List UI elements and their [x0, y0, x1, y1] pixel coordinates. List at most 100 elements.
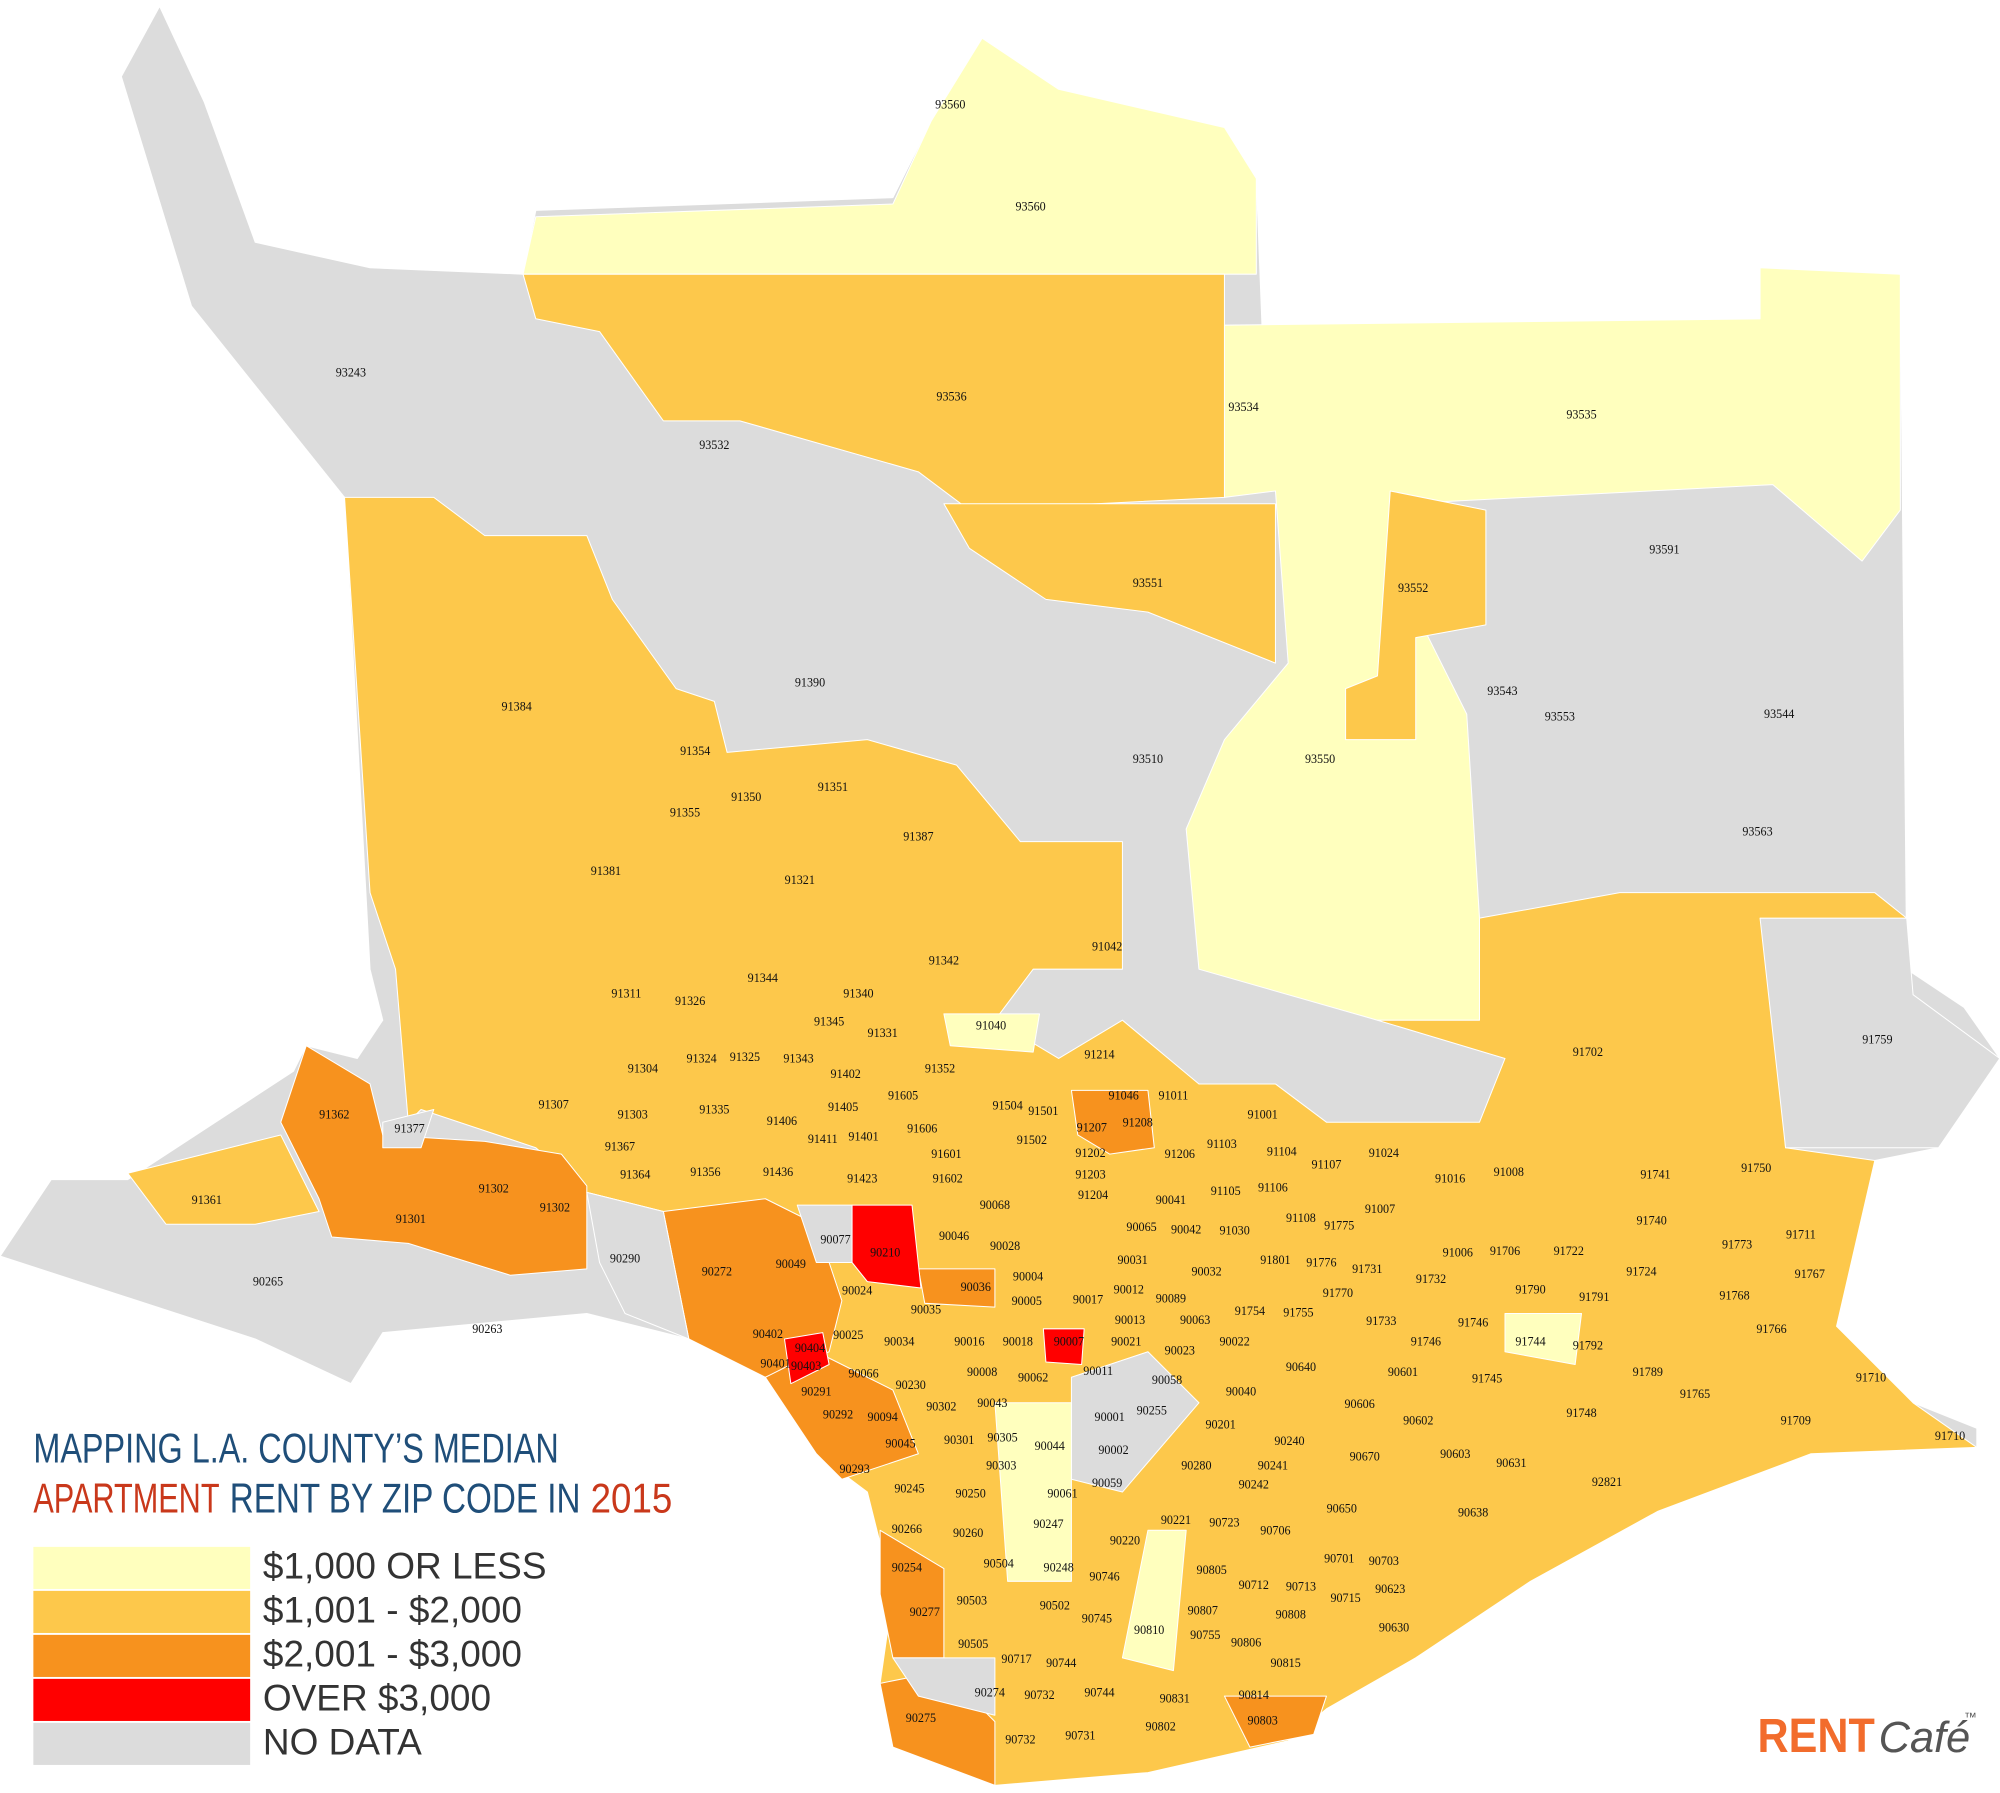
legend-swatch	[33, 1546, 251, 1589]
zip-label: 91104	[1267, 1145, 1297, 1159]
zip-label: 90806	[1231, 1636, 1261, 1650]
zip-label: 90031	[1117, 1253, 1147, 1267]
zip-label: 90263	[472, 1322, 502, 1336]
zip-label: 90230	[896, 1378, 926, 1392]
legend-swatch	[33, 1590, 251, 1633]
zip-label: 90638	[1458, 1506, 1488, 1520]
zip-label: 90272	[702, 1264, 732, 1278]
zip-label: 91377	[394, 1122, 424, 1136]
region-high	[1223, 1695, 1327, 1748]
zip-label: 91754	[1235, 1304, 1265, 1318]
zip-label: 90715	[1330, 1591, 1360, 1605]
zip-label: 90004	[1013, 1270, 1043, 1284]
zip-label: 90077	[820, 1233, 850, 1247]
zip-label: 91303	[618, 1108, 648, 1122]
legend: $1,000 OR LESS$1,001 - $2,000$2,001 - $3…	[33, 1546, 547, 1765]
zip-label: 90005	[1012, 1294, 1042, 1308]
zip-label: 90240	[1274, 1434, 1304, 1448]
zip-label: 91406	[767, 1114, 797, 1128]
zip-label: 90247	[1033, 1517, 1063, 1531]
zip-label: 91345	[814, 1015, 844, 1029]
zip-label: 93553	[1545, 710, 1575, 724]
zip-label: 90025	[833, 1328, 863, 1342]
title-year: 2015	[591, 1474, 673, 1521]
zip-label: 91108	[1286, 1211, 1316, 1225]
zip-label: 90250	[956, 1486, 986, 1500]
zip-label: 90210	[870, 1245, 900, 1259]
zip-label: 91362	[319, 1108, 349, 1122]
zip-label: 90403	[791, 1359, 821, 1373]
region-no-data	[382, 1108, 435, 1149]
zip-label: 90404	[795, 1341, 825, 1355]
zip-label: 91722	[1554, 1244, 1584, 1258]
zip-label: 90274	[975, 1685, 1005, 1699]
logo-trademark: ™	[1964, 1710, 1977, 1725]
zip-label: 91792	[1573, 1338, 1603, 1352]
county-map	[0, 5, 2000, 1786]
zip-label: 90290	[610, 1252, 640, 1266]
zip-label: 91423	[847, 1171, 877, 1185]
zip-label: 90220	[1110, 1534, 1140, 1548]
region-low	[994, 1402, 1072, 1582]
zip-label: 93544	[1764, 707, 1794, 721]
zip-label: 91207	[1077, 1120, 1107, 1134]
zip-label: 91702	[1573, 1045, 1603, 1059]
zip-label: 90670	[1350, 1449, 1380, 1463]
zip-label: 91301	[396, 1212, 426, 1226]
zip-label: 91746	[1411, 1335, 1441, 1349]
zip-label: 90805	[1197, 1563, 1227, 1577]
legend-swatch	[33, 1634, 251, 1677]
zip-label: 91355	[670, 805, 700, 819]
zip-label: 90245	[894, 1481, 924, 1495]
zip-label: 91773	[1722, 1238, 1752, 1252]
zip-label: 90717	[1001, 1652, 1031, 1666]
zip-label: 91602	[933, 1171, 963, 1185]
zip-label: 91311	[611, 986, 641, 1000]
zip-label: 91381	[591, 864, 621, 878]
zip-label: 91436	[763, 1165, 793, 1179]
zip-label: 91767	[1795, 1267, 1825, 1281]
zip-label: 93552	[1398, 581, 1428, 595]
legend-swatch	[33, 1722, 251, 1765]
zip-label: 90831	[1160, 1692, 1190, 1706]
region-high	[1070, 1089, 1155, 1155]
zip-label: 90063	[1180, 1313, 1210, 1327]
zip-label: 90089	[1156, 1291, 1186, 1305]
zip-label: 93532	[699, 438, 729, 452]
zip-label: 91321	[785, 873, 815, 887]
zip-label: 90036	[961, 1280, 991, 1294]
zip-label: 91367	[605, 1140, 635, 1154]
region-high	[662, 1198, 843, 1378]
region-mid	[943, 503, 1276, 664]
zip-label: 91711	[1786, 1227, 1816, 1241]
zip-label: 90266	[892, 1522, 922, 1536]
zip-label: 90016	[954, 1335, 984, 1349]
zip-label: 90277	[910, 1605, 940, 1619]
zip-label: 90623	[1375, 1582, 1405, 1596]
zip-label: 91335	[699, 1103, 729, 1117]
region-top	[1042, 1328, 1085, 1366]
zip-label: 93243	[336, 365, 366, 379]
zip-label: 91350	[731, 790, 761, 804]
zip-label: 91343	[783, 1052, 813, 1066]
legend-swatch	[33, 1678, 251, 1721]
zip-label: 91006	[1443, 1245, 1473, 1259]
zip-label: 90810	[1134, 1623, 1164, 1637]
zip-label: 90068	[980, 1198, 1010, 1212]
zip-label: 91401	[848, 1129, 878, 1143]
zip-label: 90221	[1161, 1513, 1191, 1527]
zip-label: 90028	[990, 1239, 1020, 1253]
zip-label: 91789	[1633, 1365, 1663, 1379]
zip-label: 91016	[1435, 1171, 1465, 1185]
zip-label: 91744	[1515, 1335, 1545, 1349]
zip-label: 90046	[939, 1229, 969, 1243]
zip-label: 90255	[1137, 1403, 1167, 1417]
zip-label: 91390	[795, 675, 825, 689]
zip-label: 90045	[885, 1437, 915, 1451]
zip-label: 90631	[1496, 1456, 1526, 1470]
zip-label: 90293	[839, 1462, 869, 1476]
zip-label: 91387	[903, 830, 933, 844]
zip-label: 90744	[1046, 1656, 1076, 1670]
zip-label: 93536	[936, 390, 966, 404]
zip-label: 91324	[686, 1052, 716, 1066]
